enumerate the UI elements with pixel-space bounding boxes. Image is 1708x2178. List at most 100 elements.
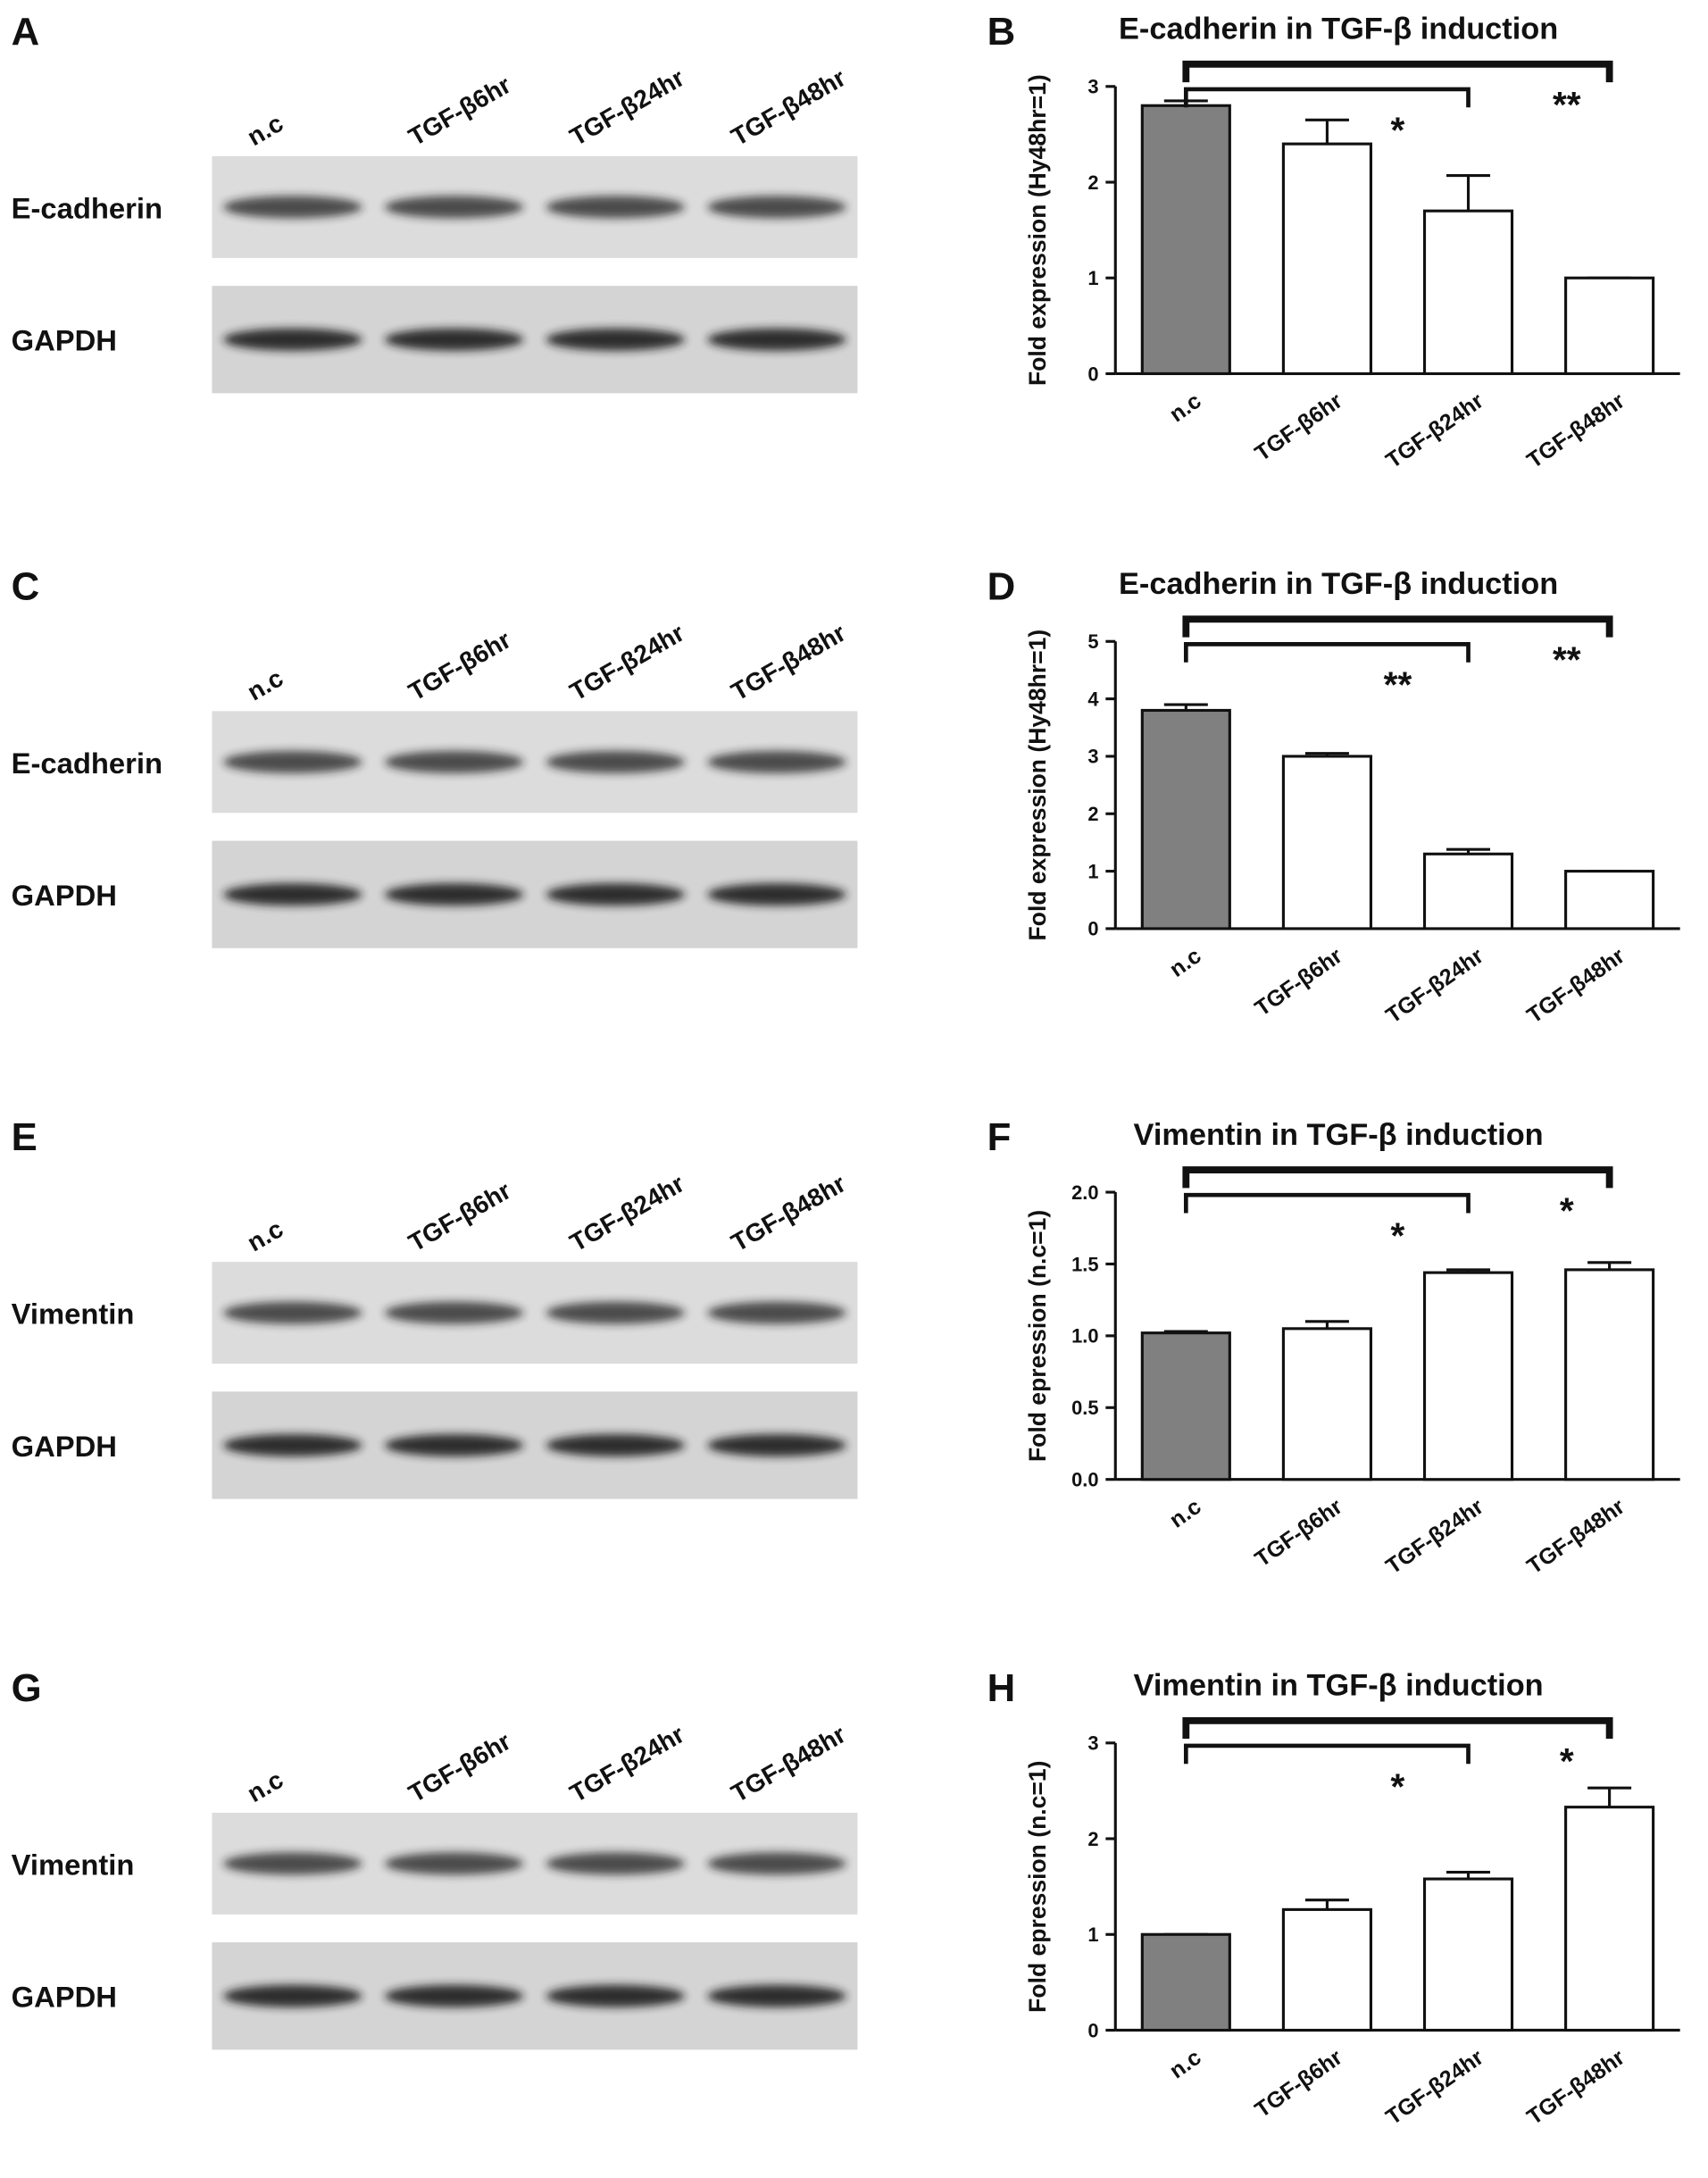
x-tick-label: TGF-β6hr <box>1251 388 1347 467</box>
y-tick-label: 0 <box>1087 2019 1098 2041</box>
blot-band <box>546 1852 686 1875</box>
bar <box>1564 1268 1655 1481</box>
x-tick-label: n.c <box>1165 2045 1206 2084</box>
blot-band <box>546 1301 686 1324</box>
lane-label: TGF-β48hr <box>727 1169 851 1256</box>
significance-label: ** <box>1553 84 1581 125</box>
x-tick-label: TGF-β24hr <box>1381 1494 1488 1579</box>
significance-bracket <box>1182 1166 1613 1189</box>
blot-band <box>384 1984 524 2007</box>
x-tick-label: TGF-β24hr <box>1381 388 1488 473</box>
chart-title: E-cadherin in TGF-β induction <box>1119 567 1558 601</box>
blot-band <box>546 750 686 773</box>
blot-band <box>707 883 846 906</box>
bar <box>1281 1327 1372 1481</box>
lane-label: TGF-β24hr <box>565 1720 689 1807</box>
y-tick-label: 3 <box>1087 1732 1098 1755</box>
lane-label: TGF-β24hr <box>565 1169 689 1256</box>
row-label: GAPDH <box>12 1430 117 1463</box>
bar <box>1140 708 1231 930</box>
blot-band <box>707 750 846 773</box>
significance-bracket <box>1182 1716 1613 1740</box>
x-tick-label: TGF-β48hr <box>1522 388 1629 473</box>
lane-label: TGF-β6hr <box>404 71 515 151</box>
y-tick-label: 2.0 <box>1071 1181 1098 1204</box>
significance-label: ** <box>1553 639 1581 680</box>
lane-label: n.c <box>243 1214 288 1256</box>
blot-band <box>707 328 846 351</box>
significance-bracket <box>1182 60 1613 83</box>
chart-title: Vimentin in TGF-β induction <box>1134 1669 1544 1703</box>
blot-band <box>707 1301 846 1324</box>
panel-letter: F <box>987 1115 1012 1159</box>
blot-band <box>384 1301 524 1324</box>
significance-label: * <box>1391 1765 1405 1807</box>
y-tick-label: 0.0 <box>1071 1469 1098 1491</box>
y-tick-label: 3 <box>1087 76 1098 98</box>
blot-band <box>223 1852 362 1875</box>
blot-band <box>707 1433 846 1456</box>
x-tick-label: n.c <box>1165 1494 1206 1533</box>
row-label: GAPDH <box>12 1981 117 2014</box>
bar <box>1422 852 1514 930</box>
blot-band <box>384 750 524 773</box>
chart-title: E-cadherin in TGF-β induction <box>1119 13 1558 46</box>
y-axis-label: Fold epression (n.c=1) <box>1024 1210 1051 1462</box>
bar <box>1140 1331 1231 1481</box>
lane-label: TGF-β48hr <box>727 1720 851 1807</box>
blot-band <box>223 883 362 906</box>
blot-band <box>223 1984 362 2007</box>
blot-band <box>384 883 524 906</box>
x-tick-label: TGF-β48hr <box>1522 2045 1629 2130</box>
blot-band <box>707 196 846 219</box>
blot-band <box>707 1852 846 1875</box>
lane-label: n.c <box>243 109 288 151</box>
bar <box>1281 142 1372 376</box>
blot-band <box>223 750 362 773</box>
y-tick-label: 1.5 <box>1071 1253 1098 1275</box>
significance-label: * <box>1391 1215 1405 1256</box>
lane-label: n.c <box>243 1765 288 1807</box>
significance-bracket <box>1183 1192 1471 1214</box>
row-label: GAPDH <box>12 324 117 357</box>
significance-label: * <box>1560 1189 1574 1231</box>
y-tick-label: 5 <box>1087 630 1098 653</box>
x-tick-label: TGF-β48hr <box>1522 1494 1629 1579</box>
panel-letter: G <box>12 1666 42 1710</box>
blot-band <box>384 328 524 351</box>
row-label: E-cadherin <box>12 747 162 780</box>
panel-letter: D <box>987 564 1016 608</box>
significance-label: ** <box>1384 664 1412 705</box>
y-tick-label: 1 <box>1087 1923 1098 1946</box>
row-label: GAPDH <box>12 879 117 912</box>
blot-band <box>546 196 686 219</box>
blot-band <box>384 1852 524 1875</box>
blot-band <box>223 1301 362 1324</box>
row-label: Vimentin <box>12 1298 135 1331</box>
y-axis-label: Fold epression (n.c=1) <box>1024 1760 1051 2012</box>
lane-label: TGF-β24hr <box>565 619 689 706</box>
bar <box>1422 1877 1514 2032</box>
significance-label: * <box>1560 1740 1574 1782</box>
significance-bracket <box>1183 642 1471 663</box>
y-tick-label: 2 <box>1087 1828 1098 1850</box>
significance-label: * <box>1391 109 1405 150</box>
significance-bracket <box>1182 615 1613 638</box>
x-tick-label: TGF-β6hr <box>1251 2045 1347 2124</box>
y-axis-label: Fold expression (Hy48hr=1) <box>1024 630 1051 941</box>
lane-label: TGF-β48hr <box>727 619 851 706</box>
bar <box>1281 1907 1372 2032</box>
y-tick-label: 0 <box>1087 363 1098 385</box>
lane-label: TGF-β24hr <box>565 63 689 151</box>
y-tick-label: 4 <box>1087 688 1099 710</box>
panel-letter: B <box>987 10 1016 54</box>
bar <box>1422 209 1514 376</box>
y-tick-label: 1 <box>1087 860 1098 882</box>
x-tick-label: n.c <box>1165 388 1206 428</box>
row-label: E-cadherin <box>12 191 162 224</box>
chart-title: Vimentin in TGF-β induction <box>1134 1118 1544 1152</box>
panel-letter: A <box>12 10 40 54</box>
y-tick-label: 0 <box>1087 918 1098 940</box>
